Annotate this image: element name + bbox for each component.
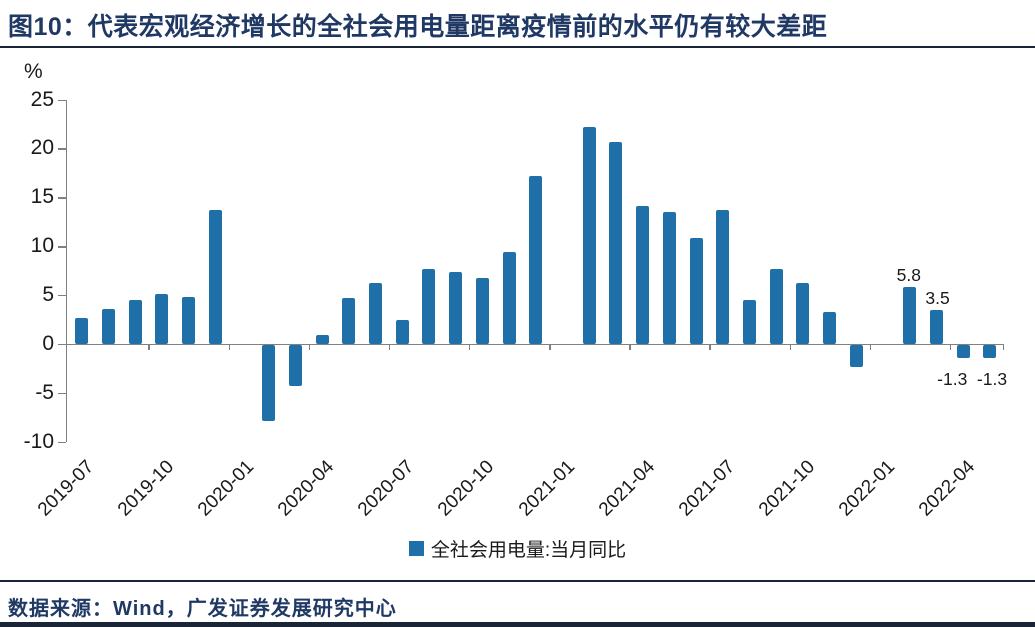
title-divider (0, 46, 1035, 48)
bar (369, 283, 383, 344)
bar (689, 238, 703, 344)
data-label: 5.8 (896, 265, 921, 286)
bar (956, 345, 970, 358)
y-tick-mark (58, 344, 66, 346)
bar (582, 126, 596, 344)
bar (75, 317, 89, 344)
x-tick-mark (308, 344, 311, 350)
bottom-border (0, 622, 1035, 627)
bar (903, 287, 917, 344)
bar (449, 271, 463, 344)
y-tick-mark (58, 441, 66, 444)
bar (395, 319, 409, 344)
y-tick-label: 25 (30, 87, 54, 111)
bar (636, 206, 650, 344)
legend-swatch-icon (408, 541, 424, 556)
y-tick-mark (58, 246, 66, 248)
x-tick-mark (549, 344, 551, 350)
bar (769, 268, 783, 344)
y-tick-label: -5 (35, 380, 54, 404)
y-tick-label: 15 (30, 185, 54, 209)
bar (315, 335, 329, 344)
data-label: -1.3 (976, 368, 1008, 389)
data-label: 3.5 (925, 287, 950, 308)
bar (743, 299, 757, 344)
bar (128, 299, 142, 344)
bar (823, 311, 837, 344)
bar (502, 252, 516, 344)
x-tick-mark (1003, 344, 1005, 350)
x-tick-mark (629, 344, 631, 350)
y-tick-mark (58, 197, 66, 199)
bar (342, 298, 356, 344)
y-tick-mark (58, 295, 66, 297)
y-tick-label: -10 (23, 429, 54, 453)
bar (475, 278, 489, 344)
bar (208, 210, 222, 344)
bar (422, 268, 436, 344)
y-axis-unit-label: % (24, 60, 43, 83)
x-tick-mark (228, 344, 231, 350)
bar (182, 297, 196, 344)
x-tick-mark (869, 344, 872, 350)
x-tick-mark (148, 344, 150, 350)
y-tick-label: 20 (30, 136, 54, 160)
bar (662, 211, 676, 344)
bar (796, 283, 810, 344)
data-label: -1.3 (937, 368, 968, 389)
bar (288, 345, 302, 387)
footer-divider (0, 580, 1035, 582)
y-tick-label: 10 (30, 234, 54, 258)
bar (849, 345, 863, 367)
figure-title: 图10：代表宏观经济增长的全社会用电量距离疫情前的水平仍有较大差距 (8, 13, 828, 41)
x-tick-mark (949, 344, 952, 350)
bar (716, 210, 730, 344)
x-tick-mark (388, 344, 391, 350)
y-tick-label: 0 (42, 332, 54, 355)
bar (155, 294, 169, 344)
legend: 全社会用电量:当月同比 (0, 535, 1035, 562)
x-tick-mark (709, 344, 711, 350)
legend-label: 全社会用电量:当月同比 (430, 540, 627, 561)
bar (101, 308, 115, 344)
y-axis-line (66, 99, 68, 442)
x-tick-mark (789, 344, 791, 350)
x-tick-mark (469, 344, 471, 350)
bar (609, 141, 623, 344)
y-tick-mark (58, 148, 66, 150)
bar (983, 345, 997, 358)
y-tick-mark (58, 99, 66, 101)
y-tick-mark (58, 392, 66, 395)
bar (930, 309, 944, 344)
bar (262, 345, 276, 422)
x-axis-line (66, 344, 1003, 346)
y-tick-label: 5 (42, 283, 54, 307)
data-source: 数据来源：Wind，广发证券发展研究中心 (8, 598, 397, 620)
bar (529, 175, 543, 344)
